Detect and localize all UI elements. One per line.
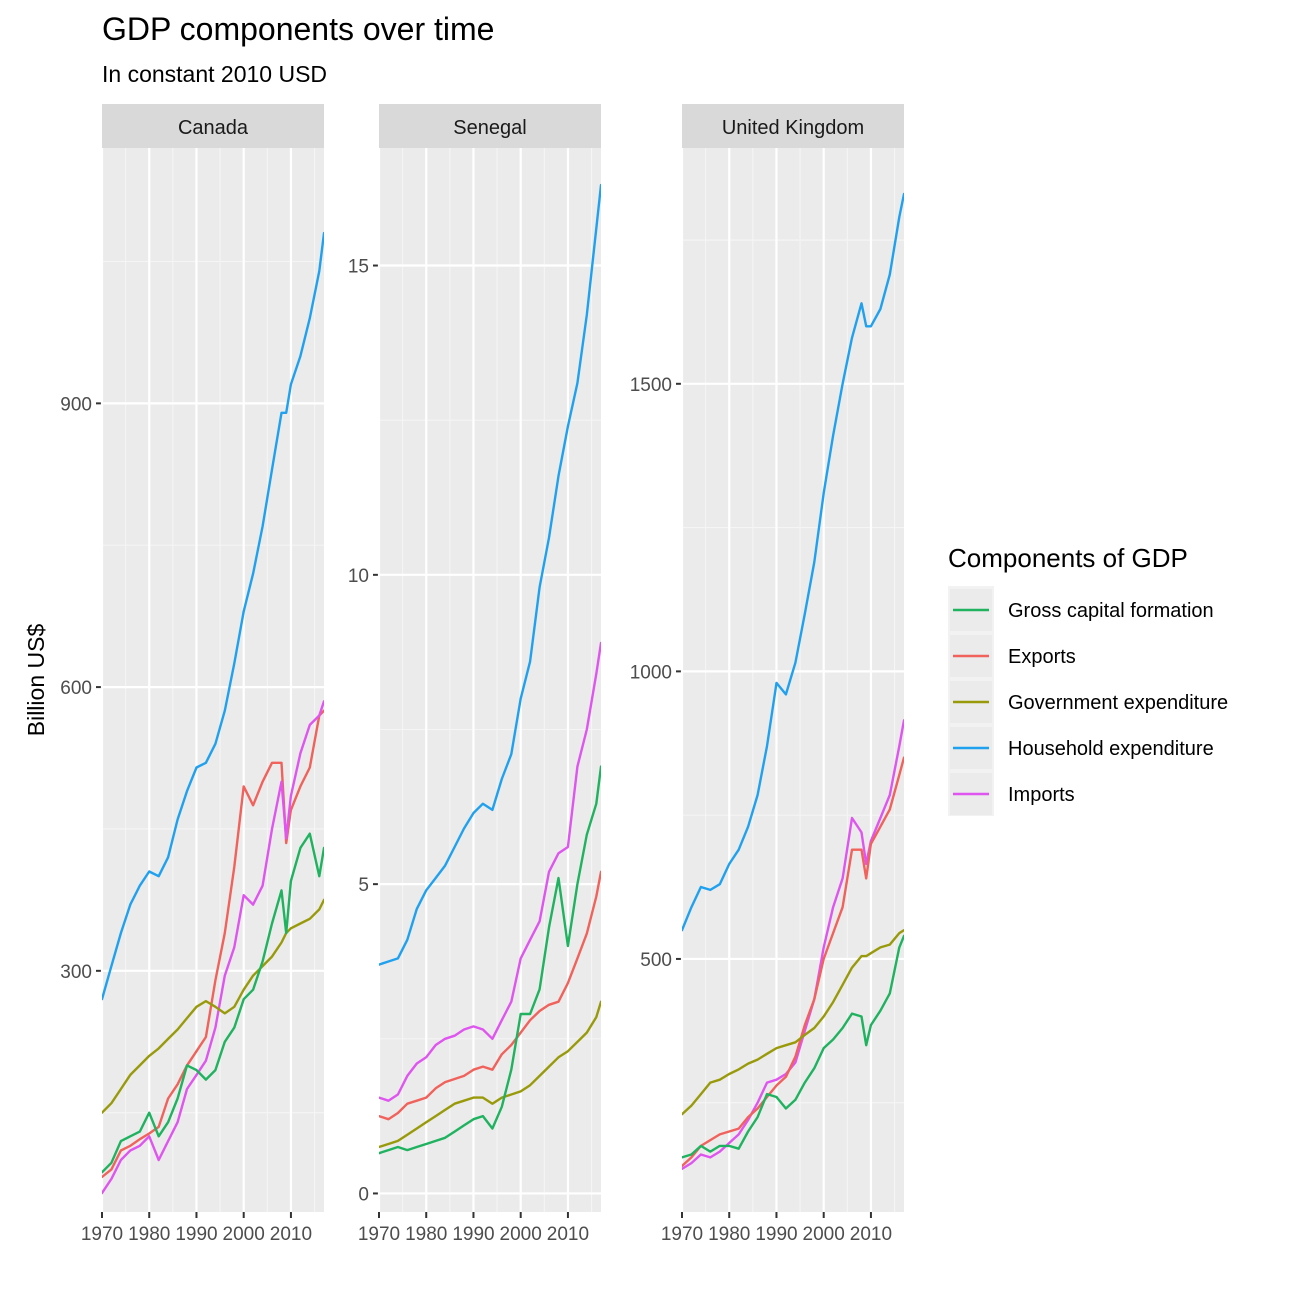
series-group-senegal xyxy=(379,183,601,1155)
series-line-gross-capital-formation-united-kingdom xyxy=(682,934,904,1159)
series-line-exports-senegal xyxy=(379,870,601,1121)
legend-label: Imports xyxy=(1008,784,1075,806)
x-tick-label-canada: 2010 xyxy=(270,1224,312,1245)
x-tick-label-canada: 2000 xyxy=(223,1224,265,1245)
y-tick-label-canada: 900 xyxy=(60,394,92,415)
y-tick-label-senegal: 0 xyxy=(358,1184,369,1205)
legend-title: Components of GDP xyxy=(948,543,1188,573)
legend-entry-household-expenditure: Household expenditure xyxy=(950,727,1214,769)
panel-united-kingdom: United Kingdom 500 1000 1500 1970 1980 1990 200… xyxy=(630,104,904,1245)
series-line-exports-canada xyxy=(102,709,324,1179)
x-tick-label-united-kingdom: 2010 xyxy=(850,1224,892,1245)
x-tick-label-canada: 1980 xyxy=(128,1224,170,1245)
legend-entry-government-expenditure: Government expenditure xyxy=(950,681,1228,723)
panel-senegal: Senegal 0 5 10 15 1970 1980 1990 2000 2010 xyxy=(348,104,601,1245)
series-line-imports-canada xyxy=(102,700,324,1195)
series-line-imports-senegal xyxy=(379,641,601,1102)
panel-canada: Canada 300 600 900 1970 1980 1990 2000 2010 xyxy=(60,104,324,1245)
x-tick-label-canada: 1970 xyxy=(81,1224,123,1245)
series-group-united-kingdom xyxy=(682,192,904,1171)
legend-entries: Gross capital formation Exports Government… xyxy=(948,586,1228,816)
strip-united-kingdom xyxy=(682,104,904,148)
y-tick-label-senegal: 10 xyxy=(348,566,369,587)
x-tick-label-senegal: 1980 xyxy=(405,1224,447,1245)
strip-senegal xyxy=(379,104,601,148)
y-tick-label-senegal: 15 xyxy=(348,257,369,278)
x-tick-label-senegal: 2010 xyxy=(547,1224,589,1245)
series-line-household-expenditure-senegal xyxy=(379,183,601,966)
legend-label: Exports xyxy=(1008,646,1076,668)
legend-entry-gross-capital-formation: Gross capital formation xyxy=(950,589,1214,631)
x-tick-label-united-kingdom: 2000 xyxy=(803,1224,845,1245)
series-line-gross-capital-formation-canada xyxy=(102,832,324,1174)
y-axis-label: Billion US$ xyxy=(23,624,49,737)
panel-background-senegal xyxy=(379,148,601,1212)
series-line-gross-capital-formation-senegal xyxy=(379,765,601,1155)
legend-entry-imports: Imports xyxy=(950,773,1075,815)
series-line-government-expenditure-canada xyxy=(102,898,324,1114)
chart-subtitle: In constant 2010 USD xyxy=(102,61,327,87)
x-tick-label-united-kingdom: 1970 xyxy=(661,1224,703,1245)
legend-label: Gross capital formation xyxy=(1008,600,1214,622)
x-tick-label-united-kingdom: 1980 xyxy=(708,1224,750,1245)
series-line-household-expenditure-united-kingdom xyxy=(682,192,904,932)
x-tick-label-senegal: 1970 xyxy=(358,1224,400,1245)
series-line-exports-united-kingdom xyxy=(682,756,904,1168)
x-tick-label-canada: 1990 xyxy=(175,1224,217,1245)
y-tick-label-united-kingdom: 1500 xyxy=(630,375,672,396)
x-tick-label-senegal: 2000 xyxy=(500,1224,542,1245)
y-tick-label-canada: 600 xyxy=(60,678,92,699)
x-tick-label-senegal: 1990 xyxy=(452,1224,494,1245)
strip-label-senegal: Senegal xyxy=(453,117,526,139)
series-line-government-expenditure-united-kingdom xyxy=(682,929,904,1116)
legend-label: Government expenditure xyxy=(1008,692,1228,714)
strip-label-canada: Canada xyxy=(178,117,249,139)
y-tick-label-senegal: 5 xyxy=(358,875,369,896)
strip-canada xyxy=(102,104,324,148)
strip-label-united-kingdom: United Kingdom xyxy=(722,117,864,139)
chart-title: GDP components over time xyxy=(102,11,494,47)
y-tick-label-united-kingdom: 1000 xyxy=(630,662,672,683)
series-line-household-expenditure-canada xyxy=(102,231,324,1001)
y-tick-label-canada: 300 xyxy=(60,962,92,983)
legend-entry-exports: Exports xyxy=(950,635,1076,677)
x-tick-label-united-kingdom: 1990 xyxy=(755,1224,797,1245)
series-group-canada xyxy=(102,231,324,1195)
legend-label: Household expenditure xyxy=(1008,738,1214,760)
y-tick-label-united-kingdom: 500 xyxy=(640,950,672,971)
legend: Components of GDP Gross capital formatio… xyxy=(948,543,1228,816)
series-line-government-expenditure-senegal xyxy=(379,1000,601,1149)
